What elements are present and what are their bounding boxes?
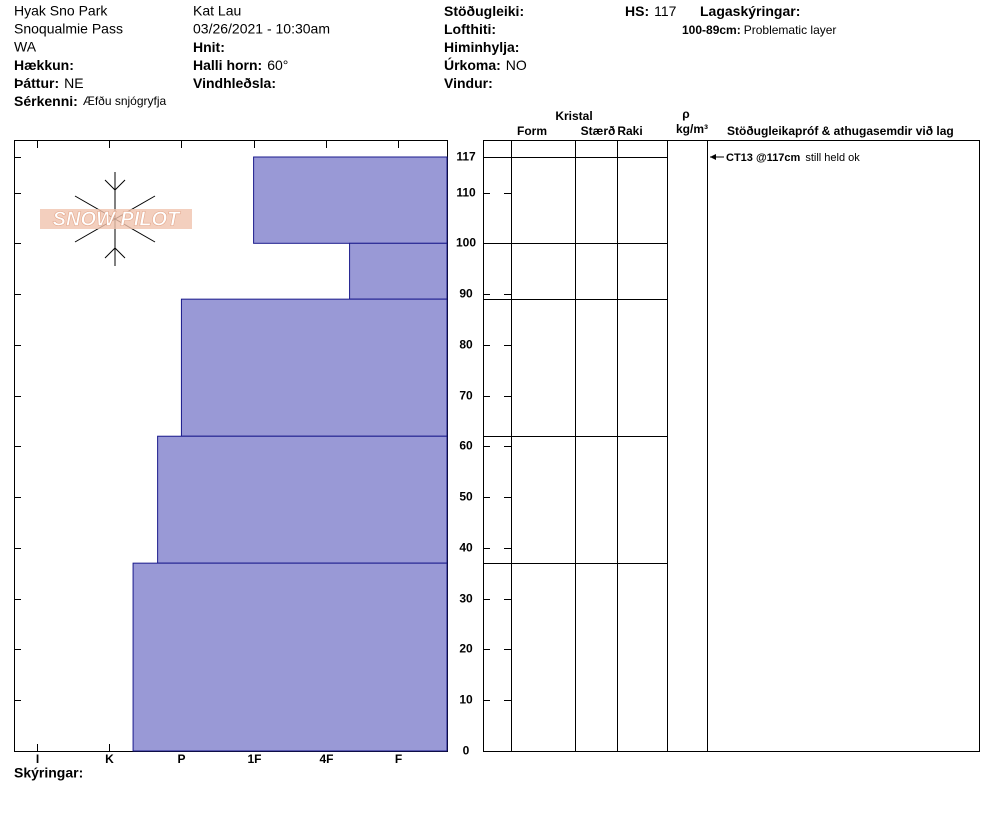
col-header: Stærð [581,124,616,138]
field-value: 60° [267,57,288,73]
field-label: Himinhylja: [444,39,519,55]
logo-band [40,209,192,229]
y-tick-label: 80 [459,338,473,352]
header-field: Halli horn: 60° [193,57,288,73]
field-label: Lagaskýringar: [700,3,800,19]
logo-text: SNOW PILOT [53,208,181,230]
col-header: Raki [617,124,642,138]
layer-bar [157,435,448,564]
col-header: kg/m³ [676,122,708,136]
col-header: ρ [682,107,689,121]
table-columns [511,140,708,751]
col-header: Form [517,124,547,138]
layer-bar [253,156,448,244]
field-label: Halli horn: [193,57,262,73]
x-tick-label: F [395,752,402,766]
field-label: Vindur: [444,75,493,91]
x-tick-label: 1F [247,752,261,766]
header-field: Vindhleðsla: [193,75,276,91]
layer-bar [349,242,448,300]
y-tick-label: 40 [459,541,473,555]
header-field: Hækkun: [14,57,74,73]
header-field: Himinhylja: [444,39,519,55]
field-label: Þáttur: [14,75,59,91]
header-field: Lagaskýringar: [700,3,800,19]
x-tick-label: P [177,752,185,766]
col-header: Kristal [555,109,592,123]
field-value: Æfðu snjógryfja [83,94,167,108]
header-field: Lofthiti: [444,21,496,37]
field-label: Stöðugleiki: [444,3,524,19]
y-tick-label: 30 [459,592,473,606]
field-value: 117 [654,3,677,19]
y-tick-label: 90 [459,287,473,301]
header-field: Vindur: [444,75,493,91]
test-result: CT13 @117cm still held ok [726,152,860,164]
header-field: Þáttur: NE [14,75,84,91]
field-value: NE [64,75,83,91]
x-tick-label: K [105,752,114,766]
site-line: Hyak Sno Park [14,3,108,19]
header-field: Sérkenni: Æfðu snjógryfja [14,93,167,109]
col-header: Stöðugleikapróf & athugasemdir við lag [727,124,954,138]
datetime: 03/26/2021 - 10:30am [193,21,330,37]
note-text: Problematic layer [744,23,837,37]
test-arrow-head [710,154,716,160]
header-field: Stöðugleiki: [444,3,524,19]
observer: Kat Lau [193,3,241,19]
test-text: still held ok [805,152,860,164]
y-tick-label: 117 [456,150,476,164]
y-tick-label: 50 [459,490,473,504]
field-value: NO [506,57,527,73]
site-line: Snoqualmie Pass [14,21,123,37]
y-tick-label: 20 [459,642,473,656]
field-label: HS: [625,3,649,19]
layer-bar [180,298,448,437]
table-frame [483,140,980,752]
x-tick-label: 4F [319,752,333,766]
y-tick-label: 110 [456,186,476,200]
field-label: Sérkenni: [14,93,78,109]
y-tick-label: 0 [463,744,470,758]
site-line: WA [14,39,37,55]
footer-label: Skýringar: [14,765,83,781]
y-tick-label: 10 [459,693,473,707]
field-label: Hnit: [193,39,225,55]
field-label: Úrkoma: [444,56,501,73]
header-field: Úrkoma: NO [444,56,527,73]
test-label: CT13 @117cm [726,152,801,164]
note-range: 100-89cm: [682,23,741,37]
layer-bar [132,562,448,752]
y-tick-label: 100 [456,236,476,250]
layer-note: 100-89cm: Problematic layer [682,23,836,37]
field-label: Lofthiti: [444,21,496,37]
y-tick-label: 70 [459,389,473,403]
header-field: Hnit: [193,39,225,55]
x-tick-label: I [36,752,39,766]
y-tick-label: 60 [459,439,473,453]
field-label: Hækkun: [14,57,74,73]
header-field: HS: 117 [625,3,677,19]
field-label: Vindhleðsla: [193,75,276,91]
